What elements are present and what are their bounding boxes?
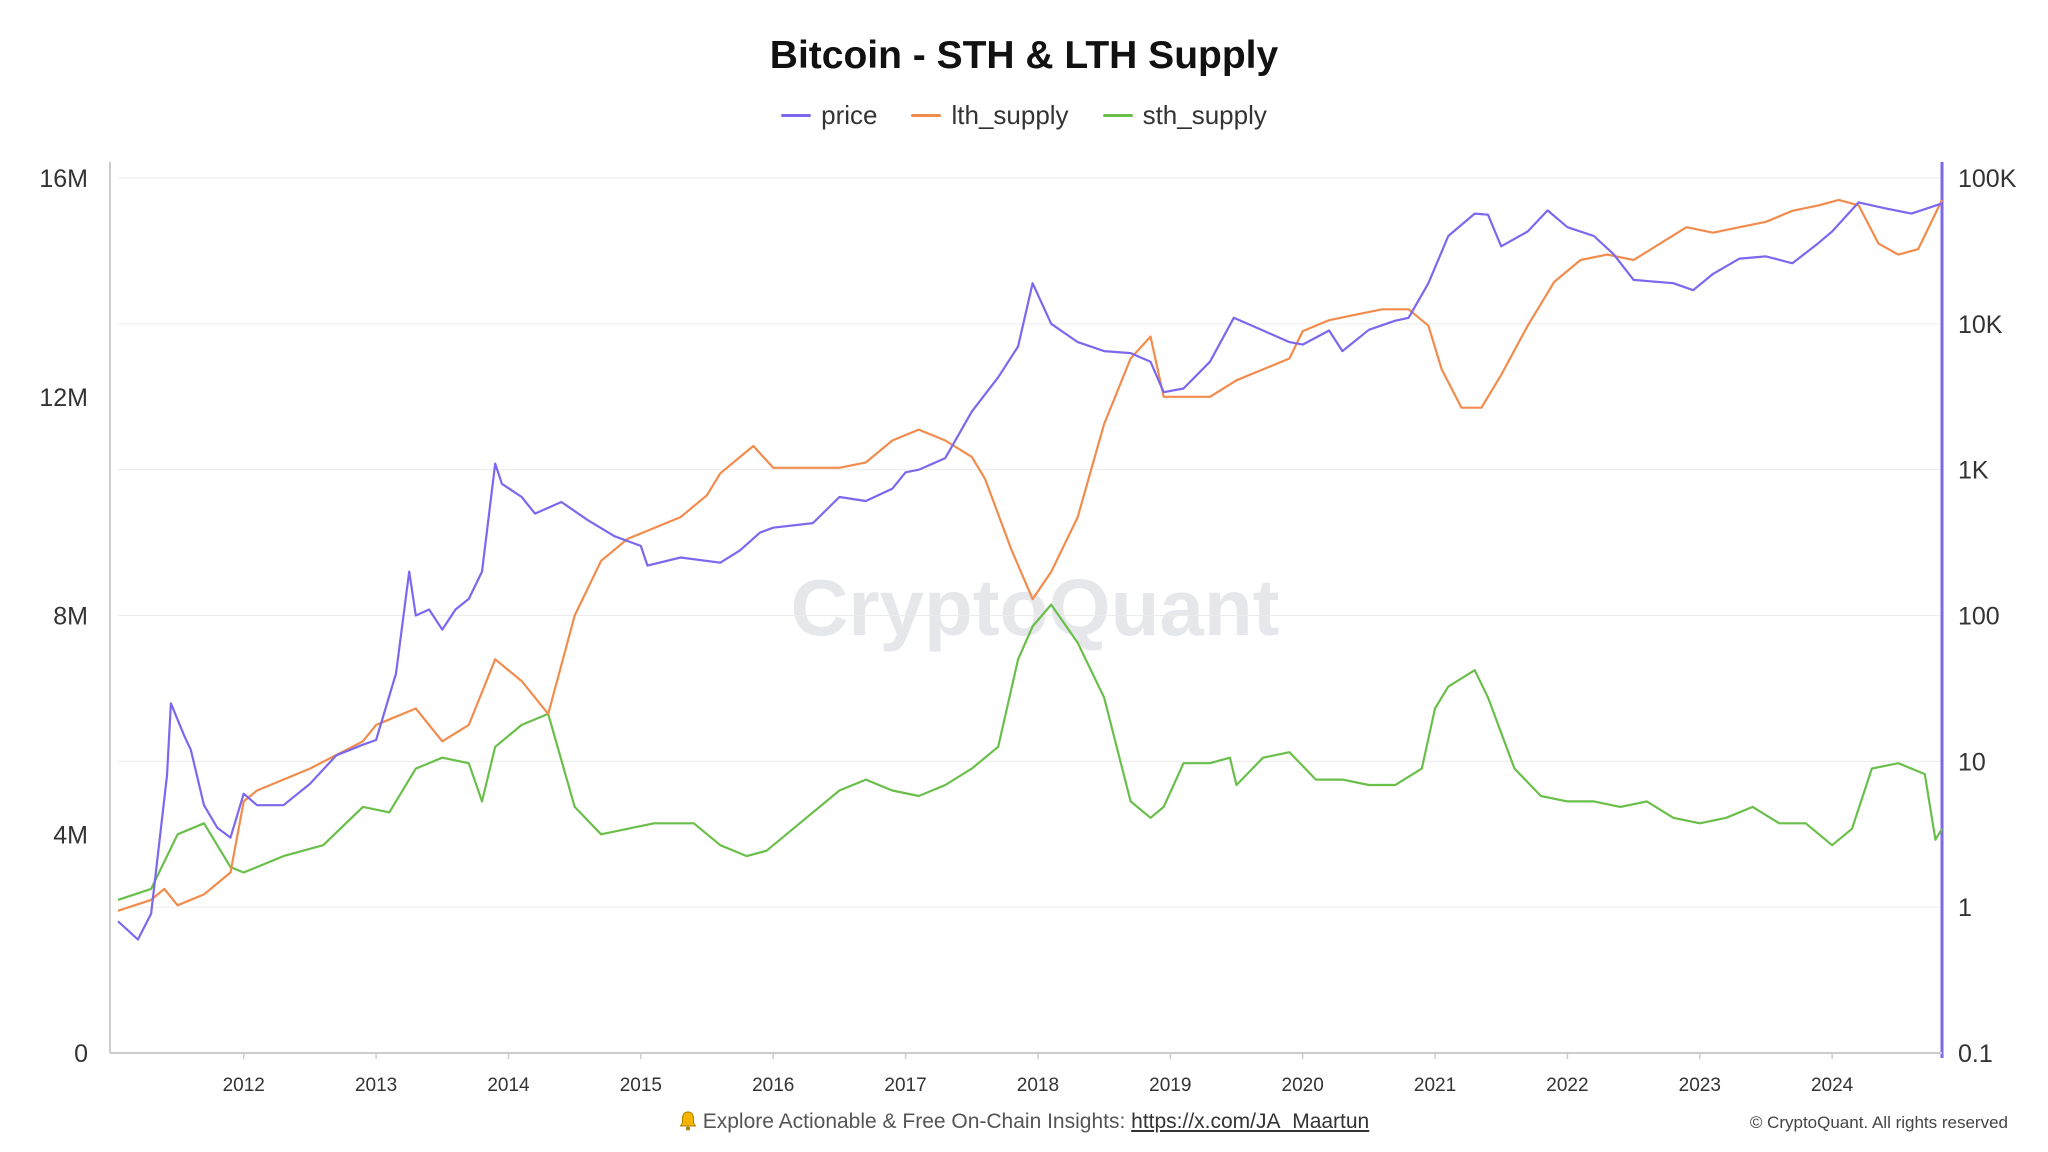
x-tick-label: 2020 [1282,1075,1324,1096]
series-line-price [117,201,1943,941]
y-left-tick-label: 0 [74,1040,88,1068]
footer-link[interactable]: https://x.com/JA_Maartun [1131,1110,1370,1133]
chart-legend: price lth_supply sth_supply [0,100,2048,131]
y-right-tick-label: 100 [1958,603,2000,631]
legend-label: lth_supply [951,100,1069,130]
y-left-tick-label: 16M [39,165,88,193]
x-tick-label: 2014 [487,1075,530,1096]
footer-note: Explore Actionable & Free On-Chain Insig… [0,1110,2048,1134]
legend-item-price[interactable]: price [781,100,877,131]
bell-icon [679,1111,697,1131]
legend-label: price [821,100,878,130]
y-right-tick-label: 10 [1958,748,1986,776]
x-tick-label: 2022 [1546,1075,1588,1096]
legend-item-sth_supply[interactable]: sth_supply [1102,100,1267,131]
tick-labels: 0 4M 8M 12M 16M 0.1 1 10 100 1K 10K 100K 2012 2013 201… [39,165,2016,1096]
y-left-tick-label: 4M [53,821,88,849]
footer-text: Explore Actionable & Free On-Chain Insig… [702,1110,1132,1133]
watermark-logo: CryptoQuant [791,563,1280,652]
legend-swatch [911,114,942,117]
x-tick-label: 2015 [620,1075,662,1096]
x-tick-label: 2019 [1149,1075,1191,1096]
series-line-sth_supply [117,603,1943,901]
x-tick-label: 2012 [223,1075,265,1096]
y-right-tick-label: 0.1 [1958,1040,1993,1068]
legend-swatch [781,114,812,117]
legend-label: sth_supply [1142,100,1267,130]
x-tick-label: 2023 [1679,1075,1721,1096]
series-layer [117,198,1943,941]
y-left-tick-label: 8M [53,603,88,631]
x-tick-label: 2024 [1811,1075,1854,1096]
x-tick-label: 2013 [355,1075,397,1096]
y-right-tick-label: 100K [1958,165,2017,193]
grid-lines [118,177,1942,1054]
legend-swatch [1102,114,1133,117]
x-tick-label: 2016 [752,1075,794,1096]
y-right-tick-label: 10K [1958,311,2003,339]
x-tick-label: 2018 [1017,1075,1059,1096]
x-tick-label: 2021 [1414,1075,1456,1096]
series-line-lth_supply [117,198,1943,912]
y-left-tick-label: 12M [39,384,88,412]
axes [109,162,1944,1059]
copyright-text: © CryptoQuant. All rights reserved [1749,1113,2008,1132]
legend-item-lth_supply[interactable]: lth_supply [911,100,1069,131]
y-right-tick-label: 1 [1958,894,1972,922]
x-tick-label: 2017 [884,1075,926,1096]
chart-title: Bitcoin - STH & LTH Supply [769,34,1279,77]
y-right-tick-label: 1K [1958,457,1989,485]
